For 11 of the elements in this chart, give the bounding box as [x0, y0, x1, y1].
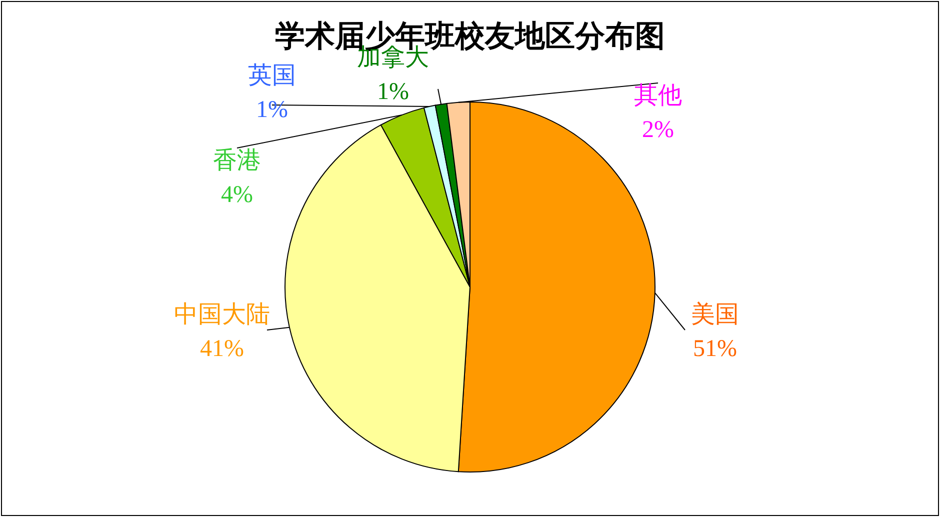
data-label: 1% — [256, 97, 288, 123]
slice-label: 其他 — [634, 83, 682, 109]
slice-label: 中国大陆 — [174, 302, 270, 328]
slice-label: 香港 — [213, 148, 261, 174]
data-label: 41% — [200, 336, 244, 362]
data-label: 4% — [221, 182, 253, 208]
slice-label: 英国 — [248, 63, 296, 89]
data-label: 1% — [377, 79, 409, 105]
data-label: 2% — [642, 117, 674, 143]
data-label: 51% — [693, 336, 737, 362]
slice-label: 美国 — [691, 301, 739, 328]
